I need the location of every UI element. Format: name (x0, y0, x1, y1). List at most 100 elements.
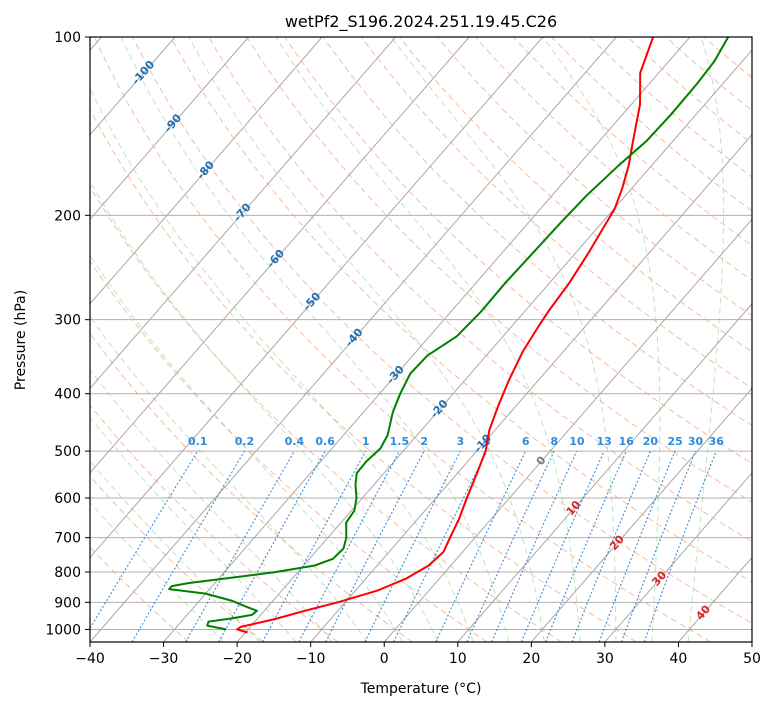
mixing-ratio-line (131, 450, 245, 642)
mixing-ratio-line (90, 450, 199, 630)
mixing-ratio-label: 3 (456, 435, 464, 448)
mixing-ratio-label: 0.6 (315, 435, 335, 448)
isotherm-line (457, 303, 752, 642)
mixing-ratio-label: 0.4 (285, 435, 305, 448)
moist-adiabat-line (90, 87, 474, 642)
mixing-ratio-label: 36 (709, 435, 725, 448)
dry-adiabat-line (90, 332, 413, 642)
y-tick-label: 1000 (45, 622, 81, 638)
moist-adiabat-line (90, 460, 261, 642)
plot-frame (89, 36, 753, 643)
x-axis: −40 −30 −20 −10 0 10 20 30 40 50 (75, 642, 761, 667)
y-tick-label: 900 (54, 595, 81, 611)
x-tick-label: 0 (380, 651, 389, 667)
background-lines (90, 37, 752, 642)
y-tick-label: 600 (54, 491, 81, 507)
dry-adiabat-line (284, 37, 752, 465)
dry-adiabat-line (475, 37, 752, 281)
mixing-ratio-label: 13 (596, 435, 611, 448)
moist-adiabat-line (687, 37, 725, 642)
mixing-ratio-label: 6 (522, 435, 530, 448)
mixing-ratio-label: 8 (550, 435, 558, 448)
temperature-profile-line (236, 37, 655, 634)
x-tick-label: 40 (670, 651, 688, 667)
isotherm-line (604, 472, 752, 642)
mixing-ratio-line (545, 450, 627, 642)
moist-adiabat-line (275, 37, 581, 642)
mixing-ratio-line (435, 450, 527, 642)
mixing-ratio-label: 10 (569, 435, 585, 448)
x-tick-label: −40 (75, 651, 105, 667)
moist-adiabat-line (90, 315, 368, 642)
dry-adiabat-line (360, 37, 752, 389)
isotherm-line (90, 37, 323, 305)
isotherm-line (90, 37, 617, 642)
y-tick-label: 100 (54, 30, 81, 46)
y-tick-label: 800 (54, 565, 81, 581)
x-tick-label: 50 (743, 651, 761, 667)
mixing-ratio-label: 16 (619, 435, 635, 448)
mixing-ratio-line (364, 450, 461, 642)
moist-adiabat-line (542, 37, 661, 642)
dry-adiabat-line (132, 37, 752, 624)
mixing-ratio-line (262, 450, 367, 642)
mixing-ratio-line (393, 450, 488, 642)
y-tick-label: 500 (54, 444, 81, 460)
moist-adiabat-line (90, 416, 297, 642)
mixing-ratio-line (621, 450, 697, 642)
isotherm-line (90, 37, 544, 559)
y-axis-label: Pressure (hPa) (13, 290, 29, 390)
x-tick-label: 10 (449, 651, 467, 667)
mixing-ratio-line (185, 450, 295, 642)
y-tick-label: 200 (54, 208, 81, 224)
dry-adiabat-line (90, 475, 264, 642)
mixing-ratio-line (491, 450, 578, 642)
mixing-ratio-label: 0.1 (188, 435, 208, 448)
mixing-ratio-label: 1 (362, 435, 370, 448)
isotherm-line (530, 387, 752, 642)
y-axis: 100 200 300 400 500 600 700 800 900 1000 (45, 30, 90, 638)
isotherm-line (163, 37, 691, 642)
mixing-ratio-line (466, 450, 555, 642)
moist-adiabat-line (120, 37, 510, 642)
chart-title: wetPf2_S196.2024.251.19.45.C26 (285, 12, 557, 32)
mixing-ratio-label: 30 (688, 435, 704, 448)
mixing-ratio-label: 1.5 (390, 435, 410, 448)
dry-adiabat-line (246, 37, 752, 503)
moist-adiabat-line (90, 368, 333, 642)
isotherm-line (90, 37, 249, 221)
mixing-ratio-label: 20 (643, 435, 659, 448)
dry-adiabat-line (90, 185, 562, 642)
mixing-ratio-line (520, 450, 605, 642)
dry-adiabat-line (94, 37, 712, 642)
moist-adiabat-line (188, 37, 545, 642)
x-tick-label: −20 (222, 651, 252, 667)
mixing-ratio-line (643, 450, 717, 642)
x-tick-label: 20 (522, 651, 540, 667)
y-tick-label: 700 (54, 531, 81, 547)
isotherm-line (236, 49, 752, 642)
isotherm-line (90, 37, 470, 474)
x-tick-label: −30 (149, 651, 179, 667)
y-tick-label: 400 (54, 387, 81, 403)
isotherm-line (383, 218, 752, 642)
dry-adiabat-line (170, 37, 752, 583)
dry-adiabat-line (322, 37, 752, 427)
mixing-ratio-label: 0.2 (235, 435, 255, 448)
dewpoint-profile-line (168, 37, 730, 631)
profile-lines (168, 37, 730, 634)
x-tick-label: −10 (296, 651, 326, 667)
dry-adiabat-line (627, 37, 752, 145)
x-tick-label: 30 (596, 651, 614, 667)
dry-adiabat-line (90, 108, 637, 642)
mixing-ratio-label: 2 (420, 435, 428, 448)
y-tick-label: 300 (54, 313, 81, 329)
dry-adiabat-line (589, 37, 752, 178)
dry-adiabat-line (437, 37, 752, 317)
mixing-ratio-line (218, 450, 326, 642)
mixing-ratio-label: 25 (667, 435, 682, 448)
isotherm-line (90, 37, 397, 390)
x-axis-label: Temperature (°C) (360, 681, 482, 697)
